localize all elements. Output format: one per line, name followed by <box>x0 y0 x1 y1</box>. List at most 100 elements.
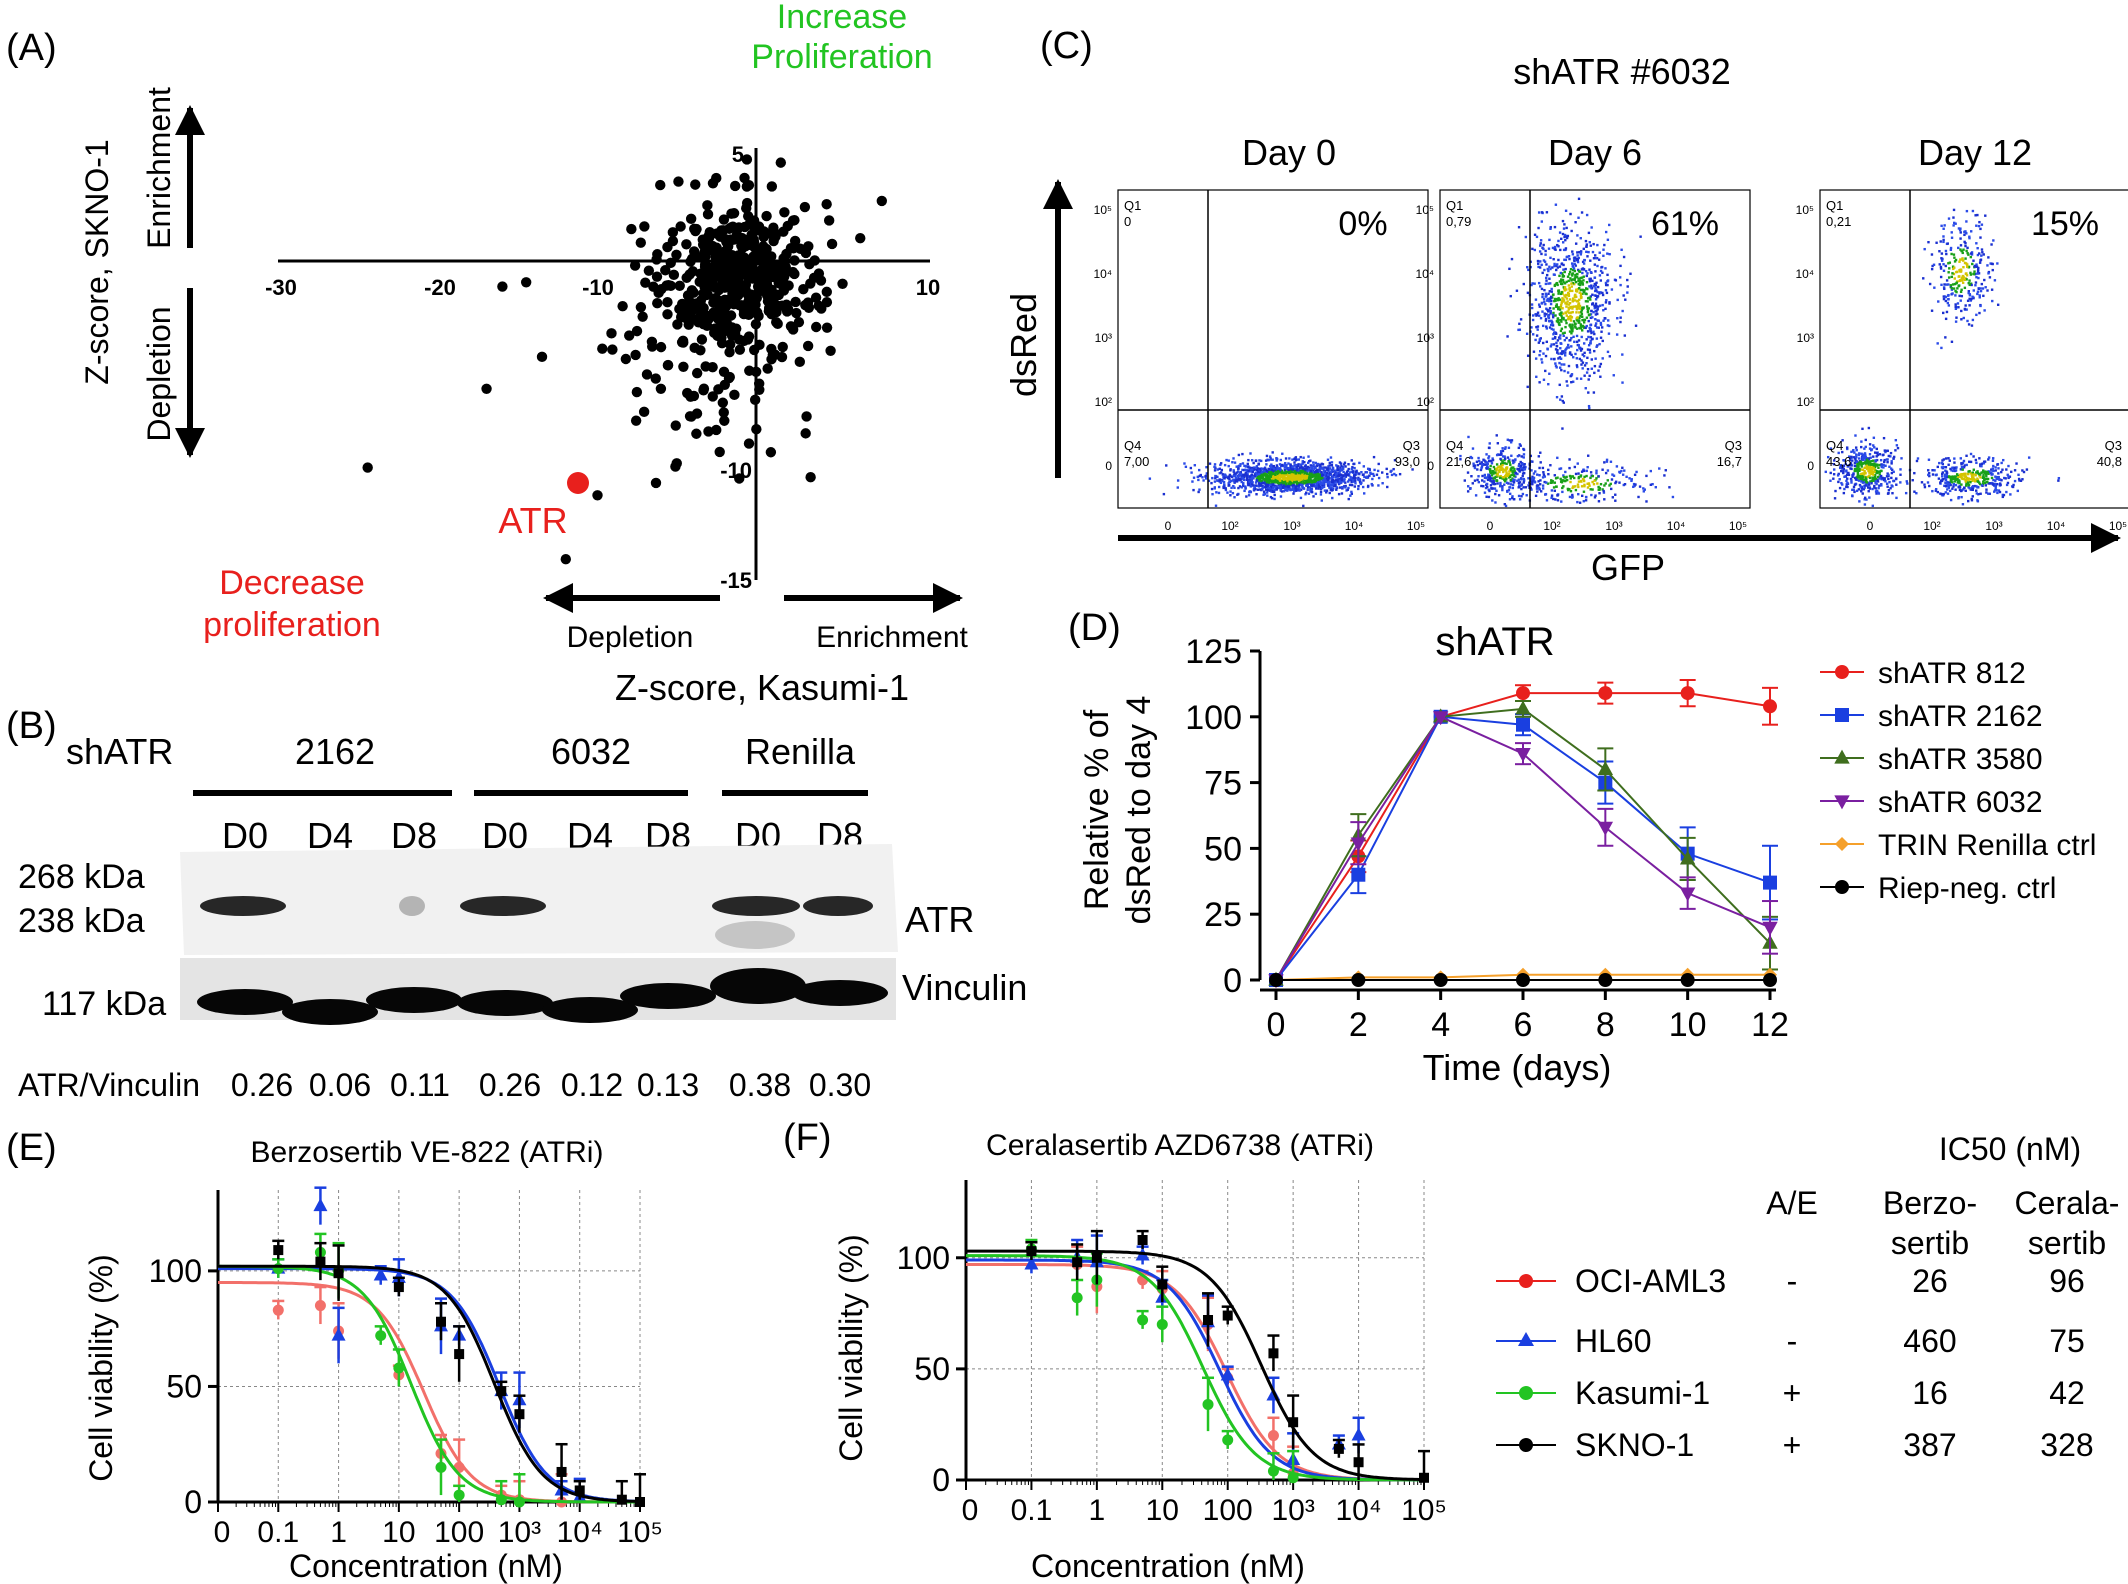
flow-event <box>1569 314 1572 318</box>
flow-event <box>1525 494 1528 497</box>
flow-event <box>1602 489 1605 493</box>
flow-event <box>1624 298 1627 301</box>
flow-event <box>1867 483 1871 486</box>
flow-event <box>1849 477 1853 481</box>
screen-point <box>749 394 761 406</box>
screen-point <box>746 229 757 241</box>
flow-event <box>1939 267 1943 270</box>
flow-event <box>1577 197 1581 201</box>
flow-event <box>1233 486 1236 490</box>
flow-event <box>1871 467 1874 471</box>
flow-event <box>1953 475 1957 478</box>
vinculin-band <box>710 968 806 1004</box>
flow-event <box>1976 292 1979 296</box>
flow-event <box>1330 479 1334 483</box>
flow-event <box>1936 465 1939 469</box>
flow-event <box>1265 488 1268 491</box>
flow-event <box>1572 356 1575 359</box>
flow-event <box>1221 479 1224 483</box>
flow-event <box>1314 461 1317 465</box>
flow-event <box>1571 324 1574 328</box>
flow-event <box>1549 323 1553 327</box>
screen-point <box>791 307 802 319</box>
panel-label-d: (D) <box>1068 607 1121 649</box>
flow-event <box>1942 297 1946 301</box>
flow-event <box>1545 211 1549 214</box>
flow-event <box>1305 474 1308 478</box>
screen-point <box>606 328 617 339</box>
flow-event <box>1517 478 1521 481</box>
flow-event <box>1213 463 1217 466</box>
flow-event <box>1565 347 1568 350</box>
flow-event <box>1971 318 1975 322</box>
flow-event <box>1494 475 1497 479</box>
screen-point <box>710 292 722 304</box>
flow-event <box>1882 463 1885 467</box>
flow-event <box>1198 488 1201 491</box>
flow-event <box>1254 459 1258 463</box>
flow-event <box>1564 351 1567 354</box>
flow-event <box>1500 462 1503 466</box>
flow-event <box>1513 460 1516 463</box>
flow-event <box>1947 484 1950 487</box>
flow-event <box>1279 488 1282 491</box>
flow-event <box>1486 464 1489 468</box>
screen-point <box>777 341 788 353</box>
flow-event <box>1979 492 1982 495</box>
flow-y-tick: 10⁴ <box>1795 267 1814 281</box>
flow-event <box>1578 357 1582 361</box>
flow-event <box>1621 381 1624 384</box>
screen-point <box>640 277 651 288</box>
flow-event <box>1504 446 1507 449</box>
flow-event <box>1608 484 1611 487</box>
flow-event <box>1225 458 1228 462</box>
flow-event <box>1283 474 1286 477</box>
flow-event <box>1978 311 1981 315</box>
flow-event <box>1283 468 1287 472</box>
flow-event <box>1832 463 1836 466</box>
flow-event <box>1975 313 1978 317</box>
atr-band <box>399 896 425 916</box>
screen-point <box>685 256 696 267</box>
flow-event <box>1301 486 1304 489</box>
flow-event <box>1991 473 1994 476</box>
flow-event <box>1237 467 1240 470</box>
flow-event <box>1560 301 1563 305</box>
screen-point <box>721 318 732 330</box>
flow-event <box>1509 441 1513 444</box>
flow-events <box>1148 451 1414 508</box>
flow-event <box>1300 482 1303 485</box>
flow-event <box>1599 269 1603 273</box>
flow-event <box>1329 456 1333 459</box>
flow-event <box>1237 465 1240 468</box>
flow-event <box>1884 480 1887 483</box>
flow-event <box>1577 475 1581 479</box>
flow-event <box>1970 324 1974 327</box>
flow-event <box>1867 460 1870 463</box>
flow-event <box>1851 488 1854 492</box>
flow-event <box>1633 473 1637 477</box>
flow-event <box>1358 461 1361 465</box>
flow-event <box>1513 467 1516 471</box>
flow-event <box>1535 325 1538 329</box>
flow-event <box>1563 294 1566 297</box>
flow-event <box>1512 473 1515 477</box>
day-label: Day 6 <box>1548 132 1642 173</box>
flow-event <box>1832 468 1836 471</box>
flow-event <box>1551 322 1554 326</box>
flow-event <box>1600 326 1604 329</box>
panel-c: (C) shATR #6032 dsRed GFP Day 00%Q10Q47,… <box>1003 25 2128 588</box>
flow-event <box>1862 461 1865 465</box>
flow-event <box>1371 484 1374 487</box>
flow-event <box>1542 471 1545 474</box>
flow-event <box>1622 483 1625 487</box>
flow-event <box>1961 503 1965 506</box>
flow-event <box>1558 298 1562 301</box>
flow-event <box>1864 463 1868 466</box>
screen-point <box>662 359 674 371</box>
flow-event <box>1568 458 1571 461</box>
flow-event <box>1571 380 1575 383</box>
flow-event <box>1899 481 1902 484</box>
flow-event <box>1981 287 1985 290</box>
flow-event <box>1218 478 1221 481</box>
